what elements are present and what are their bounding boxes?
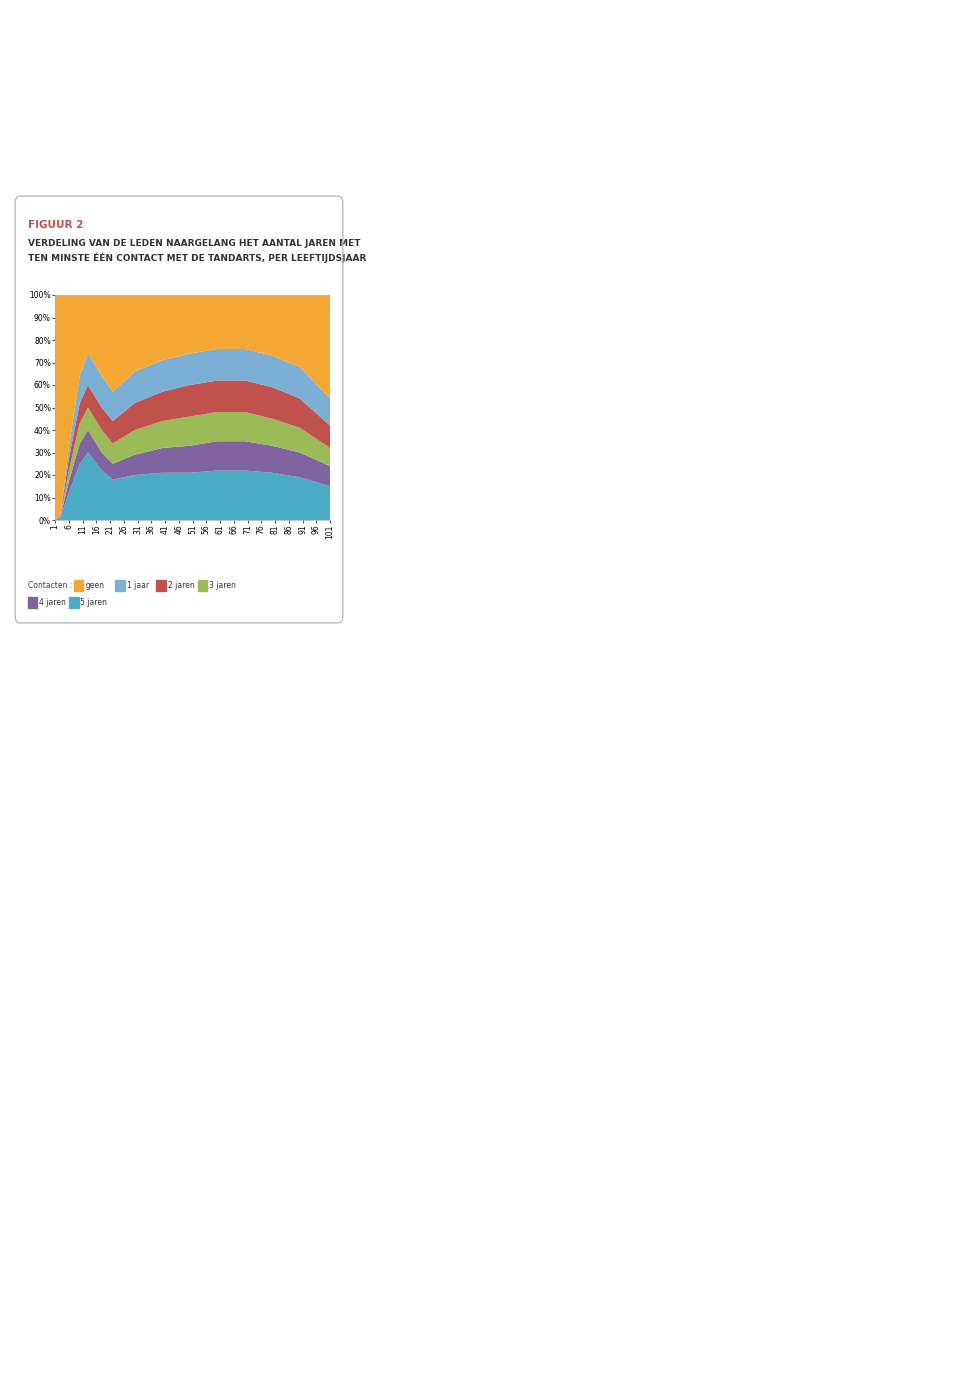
Text: Contacten :: Contacten : <box>28 581 72 590</box>
Text: VERDELING VAN DE LEDEN NAARGELANG HET AANTAL JAREN MET: VERDELING VAN DE LEDEN NAARGELANG HET AA… <box>28 239 360 248</box>
Text: 3 jaren: 3 jaren <box>209 581 236 590</box>
Text: TEN MINSTE ÉÉN CONTACT MET DE TANDARTS, PER LEEFTIJDSJAAR: TEN MINSTE ÉÉN CONTACT MET DE TANDARTS, … <box>28 253 366 263</box>
Text: 5 jaren: 5 jaren <box>81 597 108 607</box>
Text: 4 jaren: 4 jaren <box>39 597 66 607</box>
Text: FIGUUR 2: FIGUUR 2 <box>28 220 84 230</box>
Text: 2 jaren: 2 jaren <box>168 581 195 590</box>
Text: 1 jaar: 1 jaar <box>127 581 149 590</box>
Text: geen: geen <box>85 581 105 590</box>
